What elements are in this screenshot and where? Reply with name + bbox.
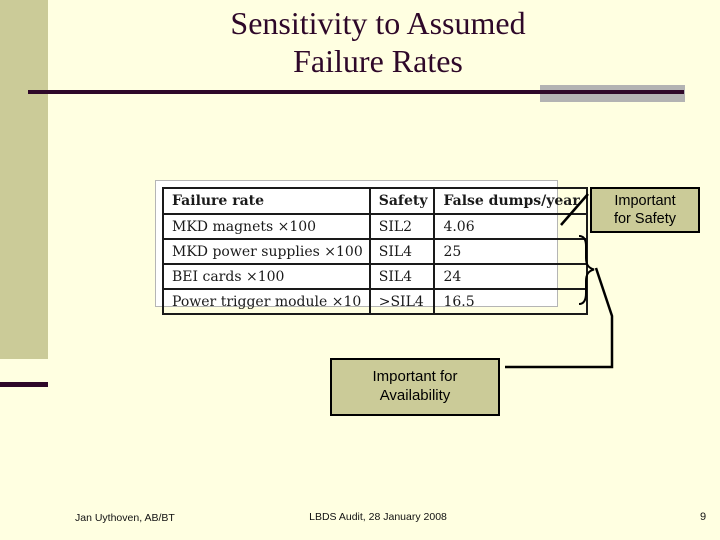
header-safety: Safety [368, 187, 436, 215]
footer-author: Jan Uythoven, AB/BT [75, 512, 175, 524]
callout-safety-line2: for Safety [613, 211, 677, 227]
table-row: Power trigger module ×10 >SIL4 16.5 [162, 288, 588, 315]
left-accent-line [0, 382, 48, 387]
cell-dumps: 16.5 [433, 288, 588, 315]
cell-item: MKD magnets ×100 [162, 213, 371, 240]
table-row: BEI cards ×100 SIL4 24 [162, 263, 588, 290]
callout-safety-line1: Important [614, 192, 676, 209]
failure-rate-table: Failure rate Safety False dumps/year MKD… [162, 187, 588, 315]
cell-safety: SIL4 [368, 263, 436, 290]
slide-title-line2: Failure Rates [293, 43, 463, 79]
table-header-row: Failure rate Safety False dumps/year [162, 187, 588, 215]
header-failure-rate: Failure rate [162, 187, 371, 215]
cell-item: Power trigger module ×10 [162, 288, 371, 315]
cell-safety: SIL4 [368, 238, 436, 265]
cell-item: BEI cards ×100 [162, 263, 371, 290]
cell-dumps: 4.06 [433, 213, 588, 240]
callout-important-for-availability: Important for Availability [330, 358, 500, 416]
table-row: MKD magnets ×100 SIL2 4.06 [162, 213, 588, 240]
title-rule [28, 90, 684, 94]
cell-safety: SIL2 [368, 213, 436, 240]
callout-important-for-safety: Important for Safety [590, 187, 700, 233]
cell-item: MKD power supplies ×100 [162, 238, 371, 265]
slide-title: Sensitivity to Assumed Failure Rates [96, 4, 660, 80]
left-accent-bar [0, 0, 48, 359]
table-row: MKD power supplies ×100 SIL4 25 [162, 238, 588, 265]
header-false-dumps: False dumps/year [433, 187, 588, 215]
footer-page-number: 9 [700, 511, 707, 523]
footer-event: LBDS Audit, 28 January 2008 [309, 511, 447, 523]
cell-safety: >SIL4 [368, 288, 436, 315]
cell-dumps: 24 [433, 263, 588, 290]
callout-availability-line2: Availability [379, 387, 451, 404]
callout-availability-line1: Important for [372, 368, 458, 386]
slide-title-line1: Sensitivity to Assumed [230, 5, 526, 41]
cell-dumps: 25 [433, 238, 588, 265]
failure-rate-table-image: Failure rate Safety False dumps/year MKD… [155, 180, 588, 315]
